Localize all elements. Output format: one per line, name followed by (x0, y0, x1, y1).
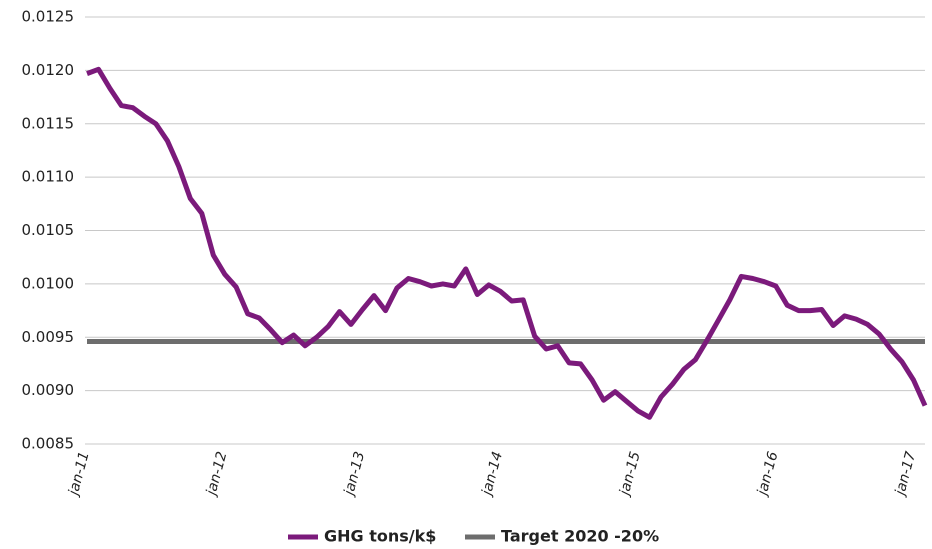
y-tick-label: 0.0120 (22, 61, 75, 79)
x-tick-label: jan-17 (892, 450, 919, 499)
series-line (86, 66, 928, 420)
y-tick-label: 0.0115 (22, 114, 75, 132)
y-tick-label: 0.0095 (22, 328, 75, 346)
y-tick-label: 0.0125 (22, 8, 75, 26)
x-tick-label: jan-14 (479, 450, 506, 499)
y-tick-label: 0.0085 (22, 435, 75, 453)
x-tick-label: jan-12 (203, 450, 230, 499)
x-tick-label: jan-13 (341, 450, 368, 499)
legend-label: GHG tons/k$ (324, 527, 436, 546)
x-tick-label: jan-15 (616, 450, 643, 499)
y-tick-label: 0.0100 (22, 274, 75, 292)
y-tick-label: 0.0105 (22, 221, 75, 239)
x-tick-label: jan-11 (65, 450, 92, 499)
y-tick-label: 0.0090 (22, 381, 75, 399)
x-tick-label: jan-16 (754, 450, 781, 499)
y-tick-label: 0.0110 (22, 168, 75, 186)
legend-label: Target 2020 -20% (501, 527, 659, 546)
